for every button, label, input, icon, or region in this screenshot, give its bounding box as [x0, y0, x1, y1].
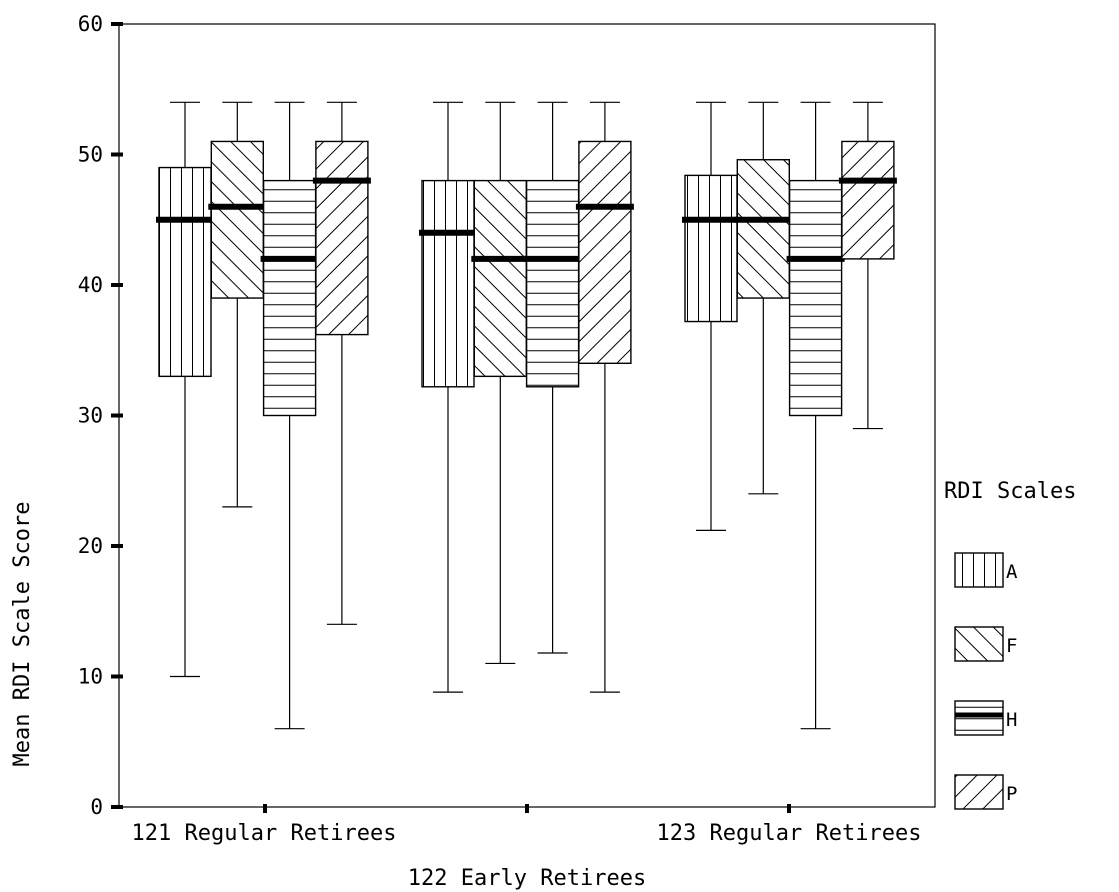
box-P: [575, 101, 634, 693]
legend-label: P: [1006, 783, 1017, 805]
box-P: [312, 101, 371, 625]
y-tick-label: 50: [78, 143, 103, 167]
category-group: [156, 101, 371, 730]
box-H: [523, 101, 582, 654]
iqr-box: [684, 174, 738, 323]
legend-item-H: H: [954, 700, 1017, 736]
legend-item-F: F: [954, 626, 1017, 662]
box-A: [156, 101, 214, 678]
legend-swatch: [954, 626, 1004, 662]
category-group: [419, 101, 634, 693]
legend-item-P: P: [954, 774, 1017, 810]
box-F: [471, 101, 530, 665]
iqr-box: [210, 140, 265, 299]
legend-label: F: [1006, 635, 1017, 657]
y-tick-label: 40: [78, 273, 103, 297]
box-H: [786, 101, 845, 730]
y-tick-label: 20: [78, 534, 103, 558]
iqr-box: [841, 140, 895, 260]
box-P: [838, 101, 897, 430]
legend-swatch: [954, 774, 1004, 810]
axes: 0 10 20 30 40 50 60 121 Regular Retirees 122 Ear…: [78, 12, 922, 891]
x-category-label: 121 Regular Retirees: [132, 821, 397, 846]
legend-title: RDI Scales: [944, 479, 1076, 504]
iqr-box: [736, 159, 790, 299]
box-A: [682, 101, 740, 531]
box-groups: [156, 101, 897, 730]
iqr-box: [421, 179, 475, 388]
x-category-label: 123 Regular Retirees: [657, 821, 922, 846]
iqr-box: [525, 179, 580, 388]
legend-swatch: [954, 700, 1004, 736]
iqr-box: [158, 166, 212, 378]
box-F: [208, 101, 267, 508]
iqr-box: [788, 179, 843, 417]
y-tick-label: 10: [78, 665, 103, 689]
y-axis-title: Mean RDI Scale Score: [10, 502, 35, 767]
legend-item-A: A: [954, 552, 1018, 588]
box-H: [260, 101, 319, 730]
iqr-box: [578, 140, 632, 365]
legend-label: A: [1006, 561, 1018, 583]
legend-label: H: [1006, 709, 1017, 731]
box-F: [734, 101, 793, 495]
iqr-box: [262, 179, 317, 417]
legend: RDI Scales A F H P: [944, 479, 1076, 810]
box-A: [419, 101, 477, 693]
y-tick-label: 0: [90, 795, 103, 819]
iqr-box: [473, 179, 527, 378]
category-group: [682, 101, 897, 730]
y-tick-label: 60: [78, 12, 103, 36]
x-category-label: 122 Early Retirees: [408, 866, 646, 891]
iqr-box: [315, 140, 369, 336]
legend-swatch: [954, 552, 1004, 588]
y-tick-label: 30: [78, 404, 103, 428]
